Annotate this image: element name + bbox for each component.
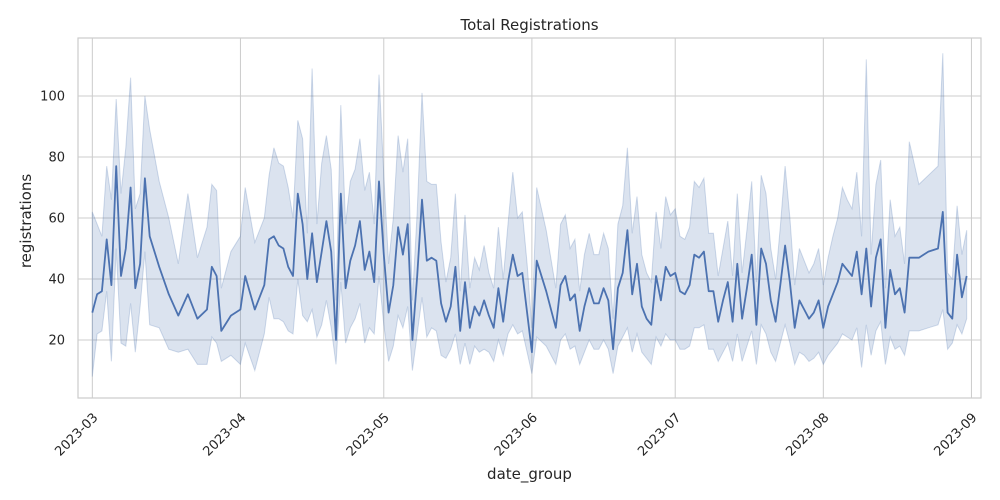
y-tick-label: 40: [48, 273, 65, 288]
series-line-0: [91, 165, 968, 354]
chart-title: Total Registrations: [459, 16, 598, 34]
x-tick-label: 2023-09: [931, 410, 980, 459]
grid: [78, 38, 981, 398]
y-tick-label: 80: [48, 150, 65, 165]
x-tick-label: 2023-06: [492, 410, 541, 459]
y-tick-label: 60: [48, 212, 65, 227]
x-tick-label: 2023-04: [200, 410, 249, 459]
y-axis-label: registrations: [17, 174, 35, 269]
plot-area-border: [77, 37, 982, 399]
y-tick-label: 20: [48, 334, 65, 349]
confidence-band-0: [91, 53, 968, 377]
x-axis-label: date_group: [487, 465, 572, 484]
y-tick-label: 100: [40, 89, 65, 104]
plot-frame: [77, 37, 982, 399]
y-axis: 20 40 60 80 100: [40, 89, 65, 348]
x-tick-label: 2023-03: [52, 410, 101, 459]
x-tick-label: 2023-07: [635, 410, 684, 459]
x-tick-label: 2023-08: [783, 410, 832, 459]
confidence-band-layer: [91, 53, 968, 377]
x-tick-label: 2023-05: [344, 410, 393, 459]
line-layer: [91, 165, 968, 354]
x-axis: 2023-03 2023-04 2023-05 2023-06 2023-07 2023-…: [52, 410, 980, 459]
